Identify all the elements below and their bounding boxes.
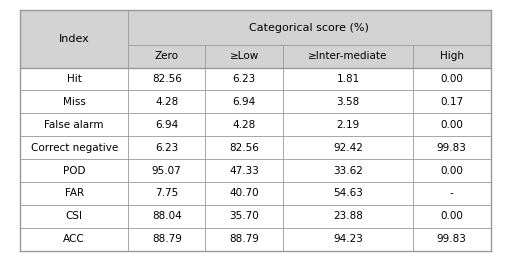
Text: Index: Index	[59, 34, 89, 44]
Bar	[283, 45, 413, 68]
Text: 6.23: 6.23	[155, 143, 178, 153]
Text: 40.70: 40.70	[229, 188, 259, 198]
Text: 88.79: 88.79	[229, 234, 259, 244]
Text: 6.94: 6.94	[233, 97, 256, 107]
Text: 7.75: 7.75	[155, 188, 178, 198]
Bar	[205, 45, 283, 68]
Text: 47.33: 47.33	[229, 165, 259, 175]
Text: 54.63: 54.63	[333, 188, 363, 198]
Text: ≥Inter-mediate: ≥Inter-mediate	[308, 51, 388, 61]
Bar	[20, 91, 491, 113]
Text: ≥Low: ≥Low	[229, 51, 259, 61]
Text: 23.88: 23.88	[333, 211, 363, 221]
Bar	[20, 182, 491, 205]
Text: 94.23: 94.23	[333, 234, 363, 244]
Text: 82.56: 82.56	[152, 74, 182, 84]
Text: POD: POD	[63, 165, 85, 175]
Text: 4.28: 4.28	[155, 97, 178, 107]
Text: 92.42: 92.42	[333, 143, 363, 153]
Bar	[20, 205, 491, 228]
Text: Hit: Hit	[67, 74, 82, 84]
Text: 6.94: 6.94	[155, 120, 178, 130]
Text: CSI: CSI	[66, 211, 83, 221]
Text: False alarm: False alarm	[44, 120, 104, 130]
Text: 3.58: 3.58	[336, 97, 360, 107]
Bar	[20, 159, 491, 182]
Bar	[20, 228, 491, 251]
Bar	[20, 68, 491, 91]
Text: 88.79: 88.79	[152, 234, 182, 244]
Text: High: High	[440, 51, 464, 61]
Text: 2.19: 2.19	[336, 120, 360, 130]
Text: 33.62: 33.62	[333, 165, 363, 175]
Text: Correct negative: Correct negative	[31, 143, 118, 153]
Text: 0.00: 0.00	[440, 165, 463, 175]
Text: Categorical score (%): Categorical score (%)	[249, 23, 369, 33]
Text: 0.17: 0.17	[440, 97, 463, 107]
Text: FAR: FAR	[64, 188, 84, 198]
Text: 35.70: 35.70	[229, 211, 259, 221]
Text: 0.00: 0.00	[440, 211, 463, 221]
Text: 88.04: 88.04	[152, 211, 181, 221]
Text: 4.28: 4.28	[233, 120, 256, 130]
Bar	[128, 10, 491, 45]
Text: 95.07: 95.07	[152, 165, 181, 175]
Text: 0.00: 0.00	[440, 120, 463, 130]
Text: Miss: Miss	[63, 97, 86, 107]
Text: 6.23: 6.23	[233, 74, 256, 84]
Bar	[413, 45, 491, 68]
Text: 99.83: 99.83	[437, 234, 467, 244]
Bar	[128, 45, 205, 68]
Text: 99.83: 99.83	[437, 143, 467, 153]
Text: ACC: ACC	[63, 234, 85, 244]
Text: Zero: Zero	[155, 51, 179, 61]
Text: -: -	[450, 188, 454, 198]
Bar	[20, 113, 491, 136]
Text: 82.56: 82.56	[229, 143, 259, 153]
Text: 0.00: 0.00	[440, 74, 463, 84]
Bar	[20, 136, 491, 159]
Text: 1.81: 1.81	[336, 74, 360, 84]
Bar	[20, 10, 128, 68]
